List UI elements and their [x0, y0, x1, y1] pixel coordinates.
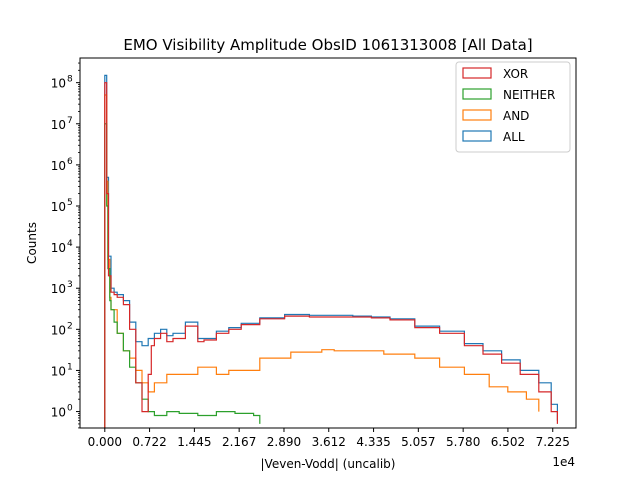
x-tick-label: 5.780	[446, 435, 480, 449]
y-tick-label: 10	[51, 364, 66, 378]
x-axis-label: |Veven-Vodd| (uncalib)	[261, 457, 396, 471]
legend-label-neither: NEITHER	[503, 88, 555, 102]
y-tick-label: 10	[51, 159, 66, 173]
axes-frame	[79, 57, 577, 429]
y-axis-label: Counts	[25, 222, 39, 264]
x-tick-label: 0.000	[88, 435, 122, 449]
legend-label-xor: XOR	[503, 67, 528, 81]
y-tick-exponent: 3	[67, 280, 73, 290]
series-xor-line	[104, 82, 558, 428]
x-axis-offset-text: 1e4	[552, 455, 575, 469]
chart-title: EMO Visibility Amplitude ObsID 106131300…	[123, 36, 532, 54]
legend-label-and: AND	[503, 109, 529, 123]
y-tick-label: 10	[51, 282, 66, 296]
x-tick-label: 0.722	[132, 435, 166, 449]
legend-swatch-xor	[462, 67, 492, 79]
x-tick-label: 4.335	[356, 435, 390, 449]
x-tick-label: 2.890	[267, 435, 301, 449]
x-tick-label: 5.057	[401, 435, 435, 449]
y-tick-exponent: 7	[67, 116, 73, 126]
y-tick-label: 10	[51, 241, 66, 255]
legend-swatch-and	[462, 109, 492, 121]
y-tick-exponent: 4	[67, 239, 73, 249]
legend-box	[455, 61, 571, 153]
series-group	[104, 74, 558, 428]
x-tick-label: 7.225	[536, 435, 570, 449]
x-tick-label: 6.502	[491, 435, 525, 449]
y-tick-exponent: 0	[67, 404, 73, 414]
y-tick-exponent: 1	[67, 362, 73, 372]
legend-swatch-neither	[462, 88, 492, 100]
legend-label-all: ALL	[503, 130, 525, 144]
x-axis-ticks: 0.000 0.722 1.445 2.167 2.890 3.612 4.335 5.057…	[88, 428, 570, 449]
y-tick-label: 10	[51, 323, 66, 337]
x-tick-label: 3.612	[312, 435, 346, 449]
y-tick-exponent: 2	[67, 321, 73, 331]
y-tick-label: 10	[51, 118, 66, 132]
legend: XOR NEITHER AND ALL	[455, 61, 571, 153]
y-tick-label: 10	[51, 406, 66, 420]
y-tick-label: 10	[51, 200, 66, 214]
legend-swatch-all	[462, 130, 492, 142]
y-tick-exponent: 8	[67, 75, 73, 85]
x-tick-label: 1.445	[177, 435, 211, 449]
y-tick-exponent: 5	[67, 198, 73, 208]
y-tick-label: 10	[51, 77, 66, 91]
x-tick-label: 2.167	[222, 435, 256, 449]
y-tick-exponent: 6	[67, 157, 73, 167]
